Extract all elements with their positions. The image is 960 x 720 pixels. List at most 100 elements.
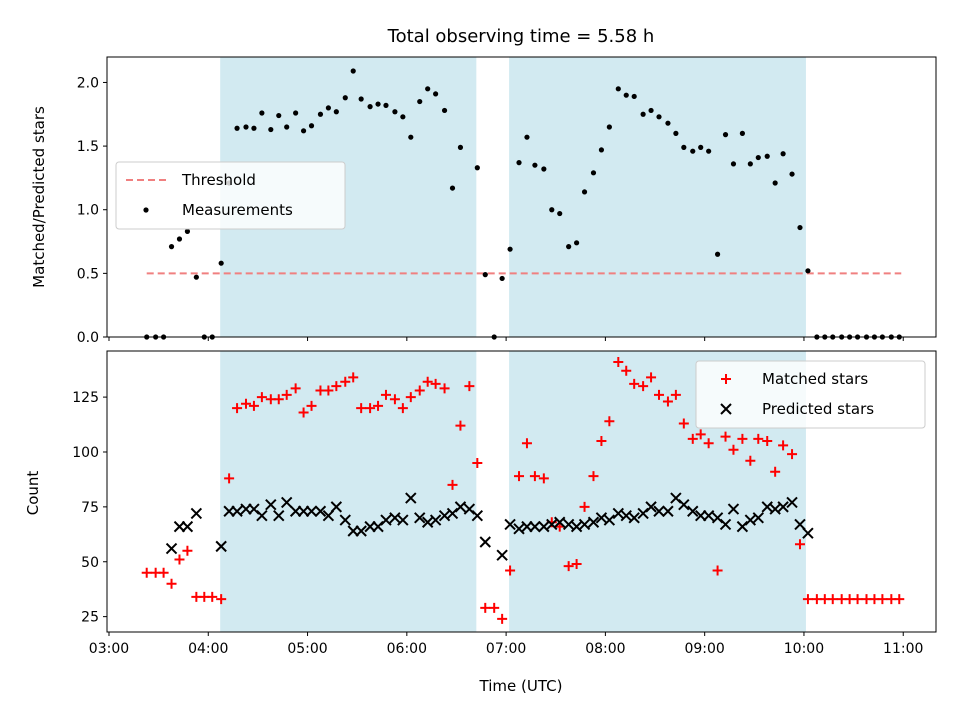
data-point [739,130,746,136]
y-tick-label: 75 [81,500,99,516]
data-point [578,518,591,531]
data-point [778,440,789,451]
data-point [480,602,491,613]
data-point [389,512,401,524]
data-point [248,400,259,411]
data-point [665,120,671,126]
x-tick-label: 11:00 [883,641,923,657]
data-point [298,407,309,418]
data-point [745,455,756,466]
data-point [789,171,795,177]
legend-marker [143,207,149,213]
data-point [256,509,268,522]
data-point [496,549,508,561]
data-point [762,436,773,447]
data-point [308,123,315,129]
legend-label: Threshold [181,171,256,189]
data-point [268,126,274,133]
data-point [479,536,491,548]
data-point [706,148,712,154]
data-point [207,591,218,602]
data-point [570,520,583,533]
data-point [408,134,414,140]
data-point [182,545,193,556]
data-point [322,509,335,522]
data-point [251,125,257,131]
data-point [400,114,406,120]
data-point [429,514,442,526]
data-point [392,109,398,115]
data-point [546,518,558,531]
y-tick-label: 50 [81,555,99,571]
data-point [356,403,367,414]
data-point [293,110,299,116]
data-point [216,594,227,605]
data-point [414,385,425,396]
data-point [280,496,293,509]
series-predicted-stars [165,492,814,561]
y-tick-label: 25 [81,610,99,626]
y-tick-label: 0.5 [77,266,99,282]
data-point [794,518,806,531]
data-point [383,102,389,108]
data-point [430,378,441,389]
data-point [631,93,637,100]
data-point [557,210,563,217]
data-point [730,161,737,167]
data-point [439,383,450,394]
data-point [787,449,798,460]
data-point [323,385,334,396]
data-point [722,132,729,138]
legend: Threshold Measurements [115,161,346,230]
data-point [317,111,324,117]
data-point [464,381,475,392]
data-point [662,505,674,517]
data-point [516,160,522,166]
data-point [574,240,580,246]
data-point [342,95,348,101]
data-point [562,518,575,531]
data-point [504,518,516,531]
data-point [482,272,488,278]
data-point [678,418,689,429]
data-point [265,498,277,511]
data-point [645,501,657,513]
y-tick-label: 0.0 [77,330,99,346]
data-point [474,165,480,171]
data-point [827,594,838,605]
data-point [273,394,284,405]
data-point [802,527,814,539]
data-point [513,523,525,535]
data-point [300,128,307,134]
legend-label: Measurements [182,201,293,219]
data-point [662,396,673,407]
legend-label: Matched stars [762,370,868,388]
data-point [566,244,572,250]
x-tick-label: 08:00 [585,641,625,657]
data-point [786,496,798,509]
x-axis-label: Time (UTC) [479,677,563,695]
data-point [769,503,781,515]
data-point [141,567,152,578]
data-point [231,505,243,517]
data-point [794,539,805,550]
data-point [507,246,513,252]
data-point [425,86,431,92]
legend-box [695,360,926,429]
data-point [330,501,343,513]
data-point [581,189,588,195]
data-point [623,92,629,98]
data-point [181,520,194,533]
data-point [653,505,665,517]
data-point [629,378,640,389]
data-point [438,509,451,522]
data-point [489,602,500,613]
data-point [673,130,679,136]
data-point [455,420,466,431]
data-point [218,260,224,266]
data-point [358,96,364,102]
data-point [243,124,249,130]
data-point [447,479,458,490]
data-point [579,501,590,512]
data-point [681,144,687,150]
